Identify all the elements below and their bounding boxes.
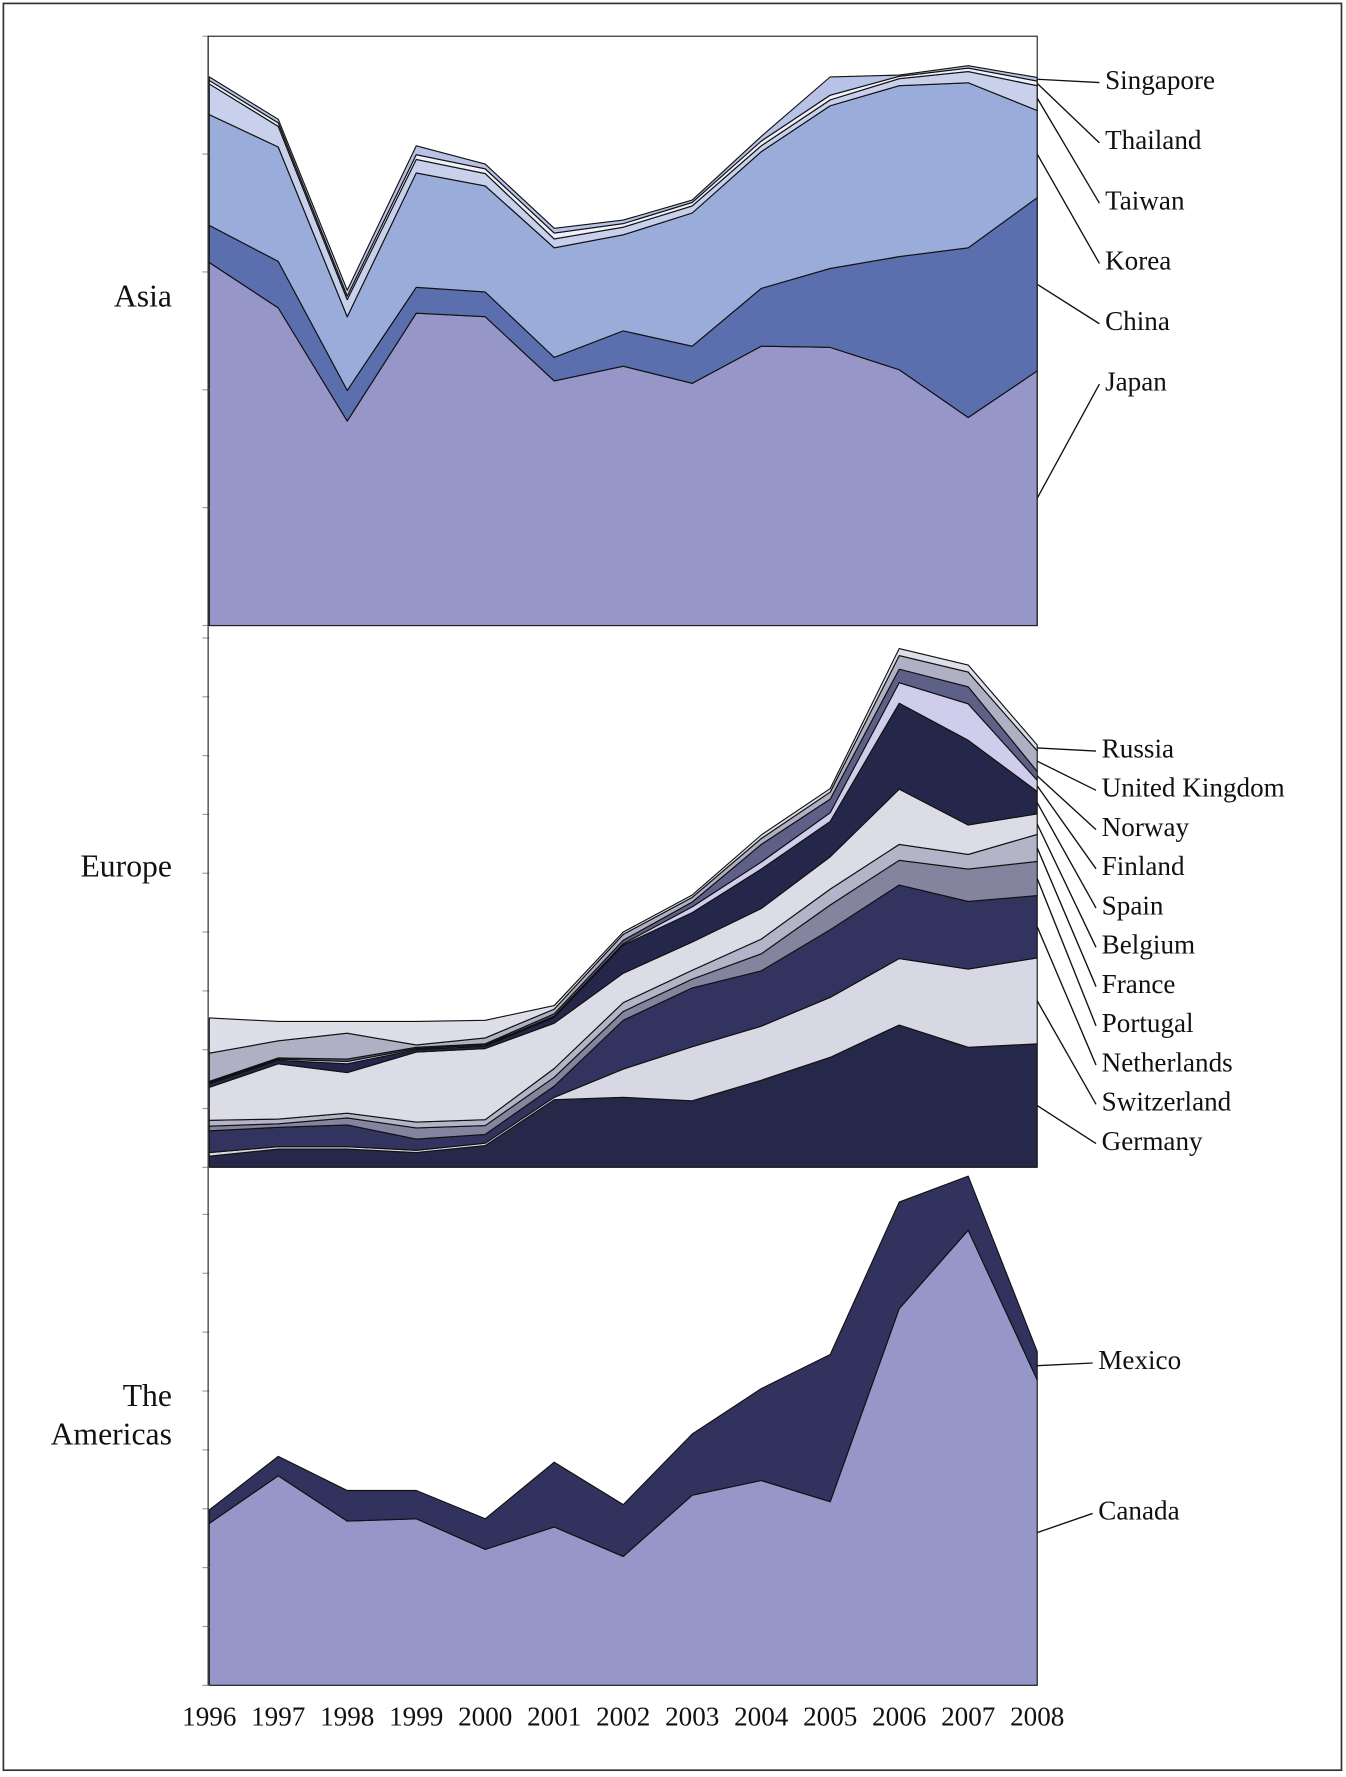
legend-label: Taiwan: [1105, 185, 1185, 215]
legend-label: Spain: [1102, 890, 1164, 920]
leader-line: [1036, 82, 1100, 144]
x-tick-label: 2006: [872, 1702, 926, 1732]
x-tick-label: 2001: [527, 1702, 581, 1732]
legend-label: Germany: [1102, 1126, 1203, 1156]
x-tick-label: 1999: [389, 1702, 443, 1732]
legend-label: Switzerland: [1102, 1087, 1232, 1117]
legend-label: Portugal: [1102, 1008, 1194, 1038]
leader-line: [1036, 823, 1097, 948]
leader-line: [1037, 78, 1100, 84]
leader-line: [1036, 775, 1097, 831]
legend-label: Japan: [1105, 366, 1167, 396]
legend-label: Korea: [1105, 246, 1171, 276]
area: [208, 1229, 1038, 1686]
legend-label: France: [1102, 969, 1176, 999]
legend-label: United Kingdom: [1102, 773, 1285, 803]
x-tick-label: 2003: [665, 1702, 719, 1732]
leader-line: [1036, 802, 1097, 909]
legend-label: Thailand: [1105, 125, 1202, 155]
x-tick-label: 2000: [458, 1702, 512, 1732]
legend-label: Norway: [1102, 812, 1190, 842]
leader-line: [1036, 926, 1097, 1066]
panel-label-box: Asia: [113, 279, 172, 315]
legend-label: Russia: [1102, 733, 1174, 763]
legend-label: Singapore: [1105, 65, 1215, 95]
x-tick-label: 1998: [320, 1702, 374, 1732]
legend-label: Belgium: [1102, 930, 1195, 960]
leader-line: [1037, 1362, 1093, 1367]
leader-line: [1037, 747, 1097, 752]
leader-line: [1036, 97, 1101, 204]
legend-label: Mexico: [1098, 1345, 1181, 1375]
legend-label: Netherlands: [1102, 1047, 1233, 1077]
x-tick-label: 2008: [1010, 1702, 1064, 1732]
panel-label: The Americas: [50, 1378, 172, 1453]
x-tick-label: 1996: [182, 1702, 236, 1732]
area: [208, 647, 1038, 1054]
area: [208, 1175, 1038, 1557]
panel-label-box: Europe: [80, 849, 172, 885]
leader-line: [1036, 847, 1097, 987]
panel-label: Europe: [80, 849, 172, 885]
leader-line: [1036, 785, 1097, 870]
x-tick-label: 1997: [251, 1702, 305, 1732]
legend-label: Finland: [1102, 851, 1185, 881]
leader-line: [1036, 1000, 1097, 1105]
x-tick-label: 2007: [941, 1702, 995, 1732]
leader-line: [1036, 1512, 1093, 1534]
leader-line: [1036, 283, 1100, 325]
legend-label: Canada: [1098, 1496, 1179, 1526]
leader-line: [1036, 1104, 1097, 1145]
panel-label-box: The Americas: [50, 1378, 172, 1453]
x-tick-label: 2004: [734, 1702, 789, 1732]
leader-line: [1036, 878, 1097, 1027]
leader-line: [1036, 760, 1097, 791]
x-tick-label: 2002: [596, 1702, 650, 1732]
panel-label: Asia: [113, 279, 172, 315]
legend-label: China: [1105, 306, 1170, 336]
x-tick-label: 2005: [803, 1702, 857, 1732]
leader-line: [1036, 153, 1101, 264]
leader-line: [1036, 383, 1101, 499]
